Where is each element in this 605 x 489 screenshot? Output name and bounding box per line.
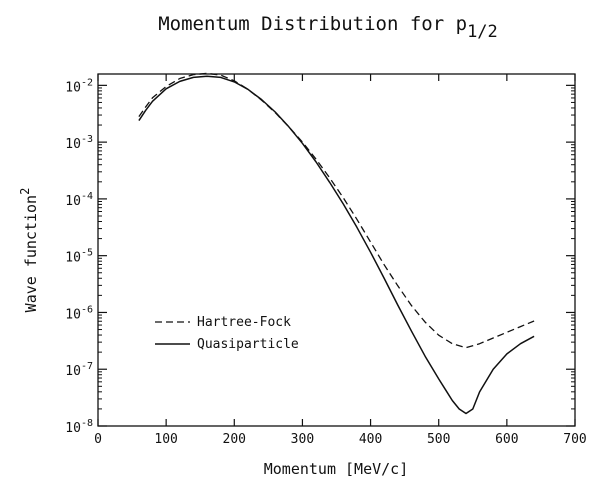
y-tick-label: 10-5	[65, 248, 93, 266]
x-tick-label: 500	[427, 432, 450, 447]
x-axis: 0 100 200 300 400 500 600 700	[94, 74, 587, 447]
y-axis-label: Wave function2	[18, 188, 40, 313]
chart-title-subscript: 1/2	[467, 22, 498, 42]
x-tick-label: 300	[291, 432, 314, 447]
series-line-quasiparticle	[138, 75, 535, 415]
plot-frame	[97, 73, 576, 427]
x-tick-label: 200	[223, 432, 246, 447]
y-tick-label: 10-4	[65, 191, 93, 209]
x-axis-label: Momentum [MeV/c]	[264, 460, 409, 478]
y-axis: 10-8 10-7 10-6 10-5 10-4 10-3 10-2	[65, 77, 575, 436]
chart-title: Momentum Distribution for p1/2	[158, 13, 498, 42]
legend-quasiparticle-label: Quasiparticle	[197, 337, 299, 352]
y-tick-label: 10-2	[65, 77, 93, 95]
x-tick-label: 700	[563, 432, 586, 447]
y-tick-label: 10-3	[65, 134, 93, 152]
x-tick-label: 100	[154, 432, 177, 447]
y-axis-label-superscript: 2	[18, 188, 32, 195]
series-layer	[138, 72, 535, 415]
x-tick-label: 600	[495, 432, 518, 447]
legend: Hartree-Fock Quasiparticle	[155, 315, 299, 352]
plot-area	[97, 73, 576, 427]
x-tick-label: 400	[359, 432, 382, 447]
legend-hartree-fock-label: Hartree-Fock	[197, 315, 291, 330]
y-tick-label: 10-6	[65, 304, 93, 322]
x-tick-label: 0	[94, 432, 102, 447]
y-tick-label: 10-8	[65, 418, 93, 436]
series-line-hartree-fock	[138, 72, 535, 349]
y-tick-label: 10-7	[65, 361, 93, 379]
